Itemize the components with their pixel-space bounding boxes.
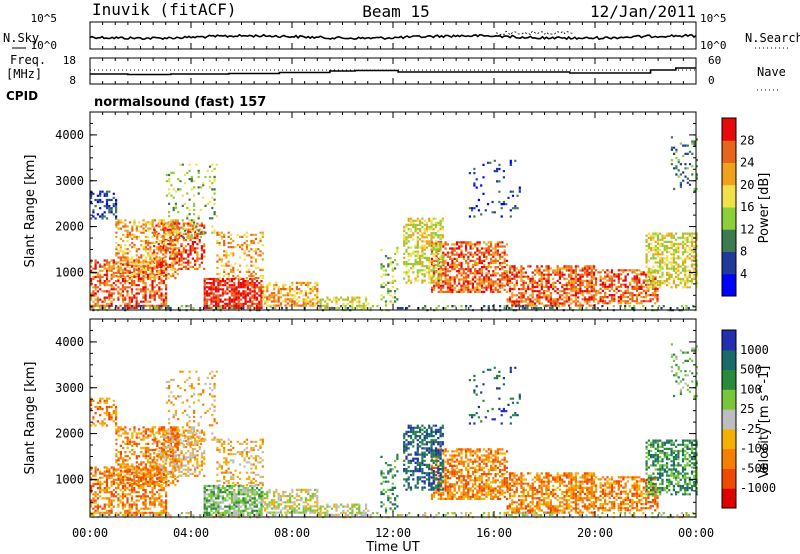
colorbar-tick-label: 100 <box>740 382 762 396</box>
noise-search-line <box>495 30 573 36</box>
colorbar-tick-label: 20 <box>740 178 754 192</box>
freq-line <box>90 67 696 76</box>
noise-right-tick-top: 10^5 <box>700 12 727 25</box>
freq-label: Freq. <box>10 53 46 67</box>
x-tick-label: 12:00 <box>375 526 411 540</box>
colorbar-swatch <box>722 330 736 351</box>
velocity-heatmap <box>90 343 698 519</box>
freq-left-tick-bottom: 8 <box>69 74 76 87</box>
colorbar-swatch <box>722 409 736 430</box>
colorbar-tick-label: 16 <box>740 200 754 214</box>
velocity-cells <box>380 368 698 512</box>
velocity-axes: 1000 2000 3000 4000 <box>55 329 696 515</box>
colorbar-tick-label: 12 <box>740 222 754 236</box>
colorbar-frame <box>721 329 737 509</box>
x-tick-label: 04:00 <box>173 526 209 540</box>
colorbar-frame <box>721 117 737 297</box>
noise-left-tick-bottom: 10^0 <box>31 39 58 52</box>
velocity-cells <box>92 347 696 519</box>
colorbar-tick-label: 24 <box>740 156 754 170</box>
noise-sky-line <box>89 33 697 41</box>
date-title: 12/Jan/2011 <box>590 2 696 21</box>
freq-left-tick-top: 18 <box>63 54 76 67</box>
colorbar-swatch <box>722 428 736 450</box>
nave-label: Nave <box>757 65 786 79</box>
power-colorbar: 4 8 12 16 20 24 28 <box>721 117 754 297</box>
colorbar-tick-label: -1000 <box>740 481 776 495</box>
beam-title: Beam 15 <box>362 2 429 21</box>
nave-right-tick-top: 60 <box>708 54 721 67</box>
x-tick-label: 00:00 <box>678 526 714 540</box>
power-cells <box>90 136 698 312</box>
colorbar-swatch <box>722 184 736 208</box>
velocity-colorbar-label: Velocity [m s^-1] <box>757 366 772 479</box>
y-tick-label: 2000 <box>55 220 84 234</box>
colorbar-tick-label: -100 <box>740 442 769 456</box>
power-heatmap <box>90 136 698 312</box>
nave-right-tick-bottom: 0 <box>708 74 715 87</box>
x-tick-label: 08:00 <box>274 526 310 540</box>
colorbar-tick-label: 25 <box>740 402 754 416</box>
colorbar-swatch <box>722 140 736 163</box>
colorbar-swatch <box>722 488 736 509</box>
noise-search-label: N.Search <box>745 31 800 45</box>
cpid-label: CPID <box>6 89 38 103</box>
freq-trace <box>90 67 696 76</box>
colorbar-swatch <box>722 468 736 489</box>
colorbar-swatch <box>722 162 736 186</box>
power-cells <box>90 219 659 309</box>
y-tick-label: 3000 <box>55 174 84 188</box>
y-tick-label: 4000 <box>55 128 84 142</box>
colorbar-swatch <box>722 389 736 410</box>
x-axis-ticks: 00:00 04:00 08:00 12:00 16:00 20:00 00:00 <box>72 22 714 540</box>
colorbar-swatch <box>722 229 736 252</box>
noise-left-tick-top: 10^5 <box>31 12 58 25</box>
colorbar-swatch <box>722 369 736 390</box>
colorbar-tick-label: 1000 <box>740 343 769 357</box>
colorbar-swatch <box>722 349 736 371</box>
x-tick-label: 20:00 <box>577 526 613 540</box>
colorbar-swatch <box>722 207 736 230</box>
power-axes: 1000 2000 3000 4000 <box>55 122 696 308</box>
noise-trace <box>89 30 697 41</box>
x-tick-label: 00:00 <box>72 526 108 540</box>
colorbar-tick-label: -500 <box>740 461 769 475</box>
y-tick-label: 2000 <box>55 427 84 441</box>
colorbar-swatch <box>722 118 736 141</box>
velocity-cells <box>203 349 698 516</box>
power-y-axis-label: Slant Range [km] <box>23 155 38 268</box>
noise-sky-label: N.Sky <box>3 31 39 45</box>
colorbar-swatch <box>722 251 736 275</box>
colorbar-tick-label: 8 <box>740 245 747 259</box>
y-tick-label: 3000 <box>55 381 84 395</box>
colorbar-swatch <box>722 273 736 297</box>
x-tick-label: 16:00 <box>476 526 512 540</box>
velocity-y-axis-label: Slant Range [km] <box>23 362 38 475</box>
station-title: Inuvik (fitACF) <box>92 0 237 19</box>
colorbar-tick-label: 28 <box>740 133 754 147</box>
y-tick-label: 1000 <box>55 265 84 279</box>
colorbar-tick-label: -25 <box>740 422 762 436</box>
y-tick-label: 4000 <box>55 335 84 349</box>
power-colorbar-label: Power [dB] <box>757 173 772 244</box>
colorbar-tick-label: 4 <box>740 267 747 281</box>
velocity-colorbar: 1000 500 100 25 -25 -100 -500 -1000 <box>721 329 776 509</box>
power-cells <box>90 159 521 218</box>
x-axis-label: Time UT <box>365 540 419 554</box>
power-cells <box>90 222 659 309</box>
colorbar-tick-label: 500 <box>740 363 762 377</box>
y-tick-label: 1000 <box>55 472 84 486</box>
noise-right-tick-bottom: 10^0 <box>700 39 727 52</box>
freq-unit-label: [MHz] <box>6 67 42 81</box>
cpid-value: normalsound (fast) 157 <box>94 95 266 110</box>
colorbar-swatch <box>722 448 736 469</box>
